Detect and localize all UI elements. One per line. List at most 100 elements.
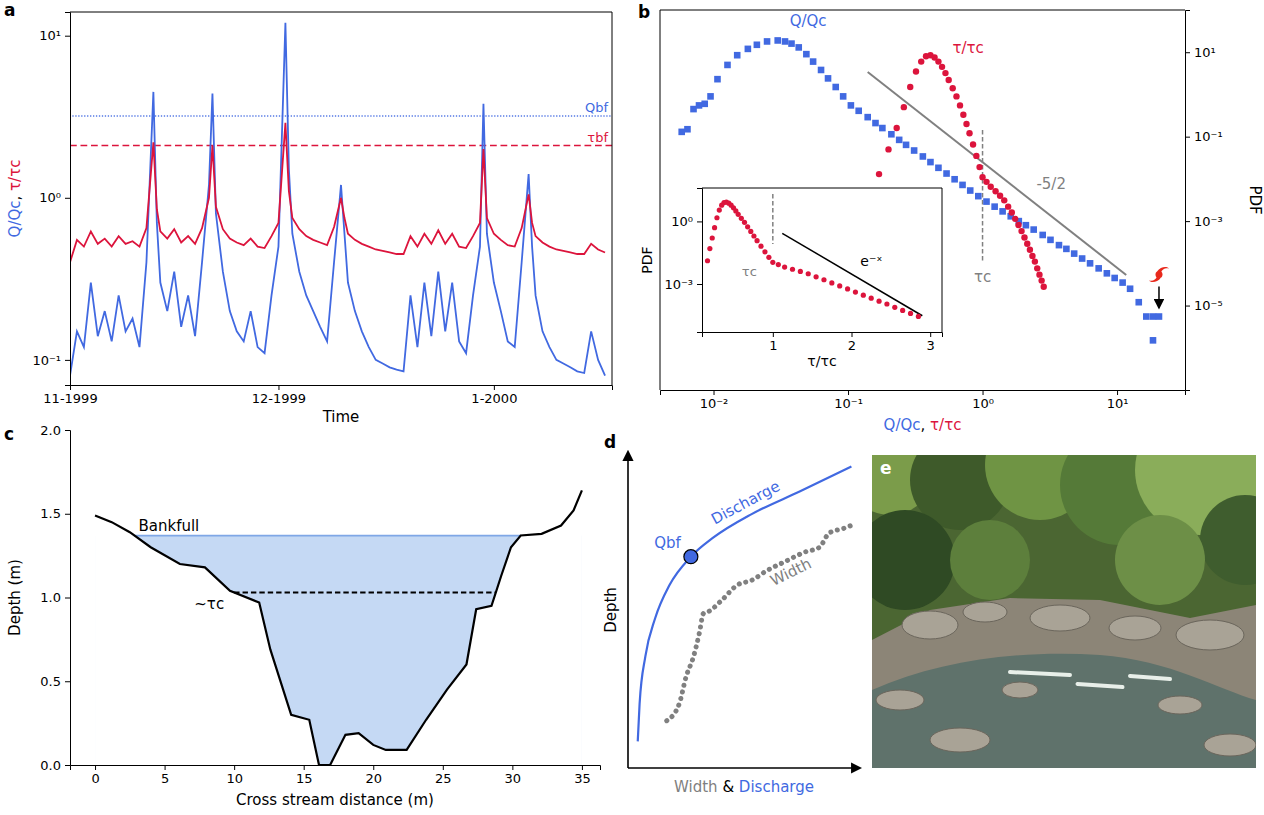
fit-label: e⁻ˣ xyxy=(860,253,882,269)
tick: 1.5 xyxy=(40,506,70,521)
frame xyxy=(660,10,1185,11)
point xyxy=(712,225,717,230)
tick: 10⁻³ xyxy=(664,277,702,292)
tick-mark xyxy=(95,765,96,770)
white-water xyxy=(1010,672,1070,675)
tick-label: 35 xyxy=(574,771,591,786)
point xyxy=(818,67,825,74)
tick-label: 1.0 xyxy=(40,590,61,605)
tick: 1 xyxy=(769,332,777,353)
axis-title: Q/Qc, τ/τc xyxy=(884,416,962,434)
point xyxy=(853,289,858,294)
point xyxy=(764,38,771,45)
point xyxy=(762,249,767,254)
tick: 10¹ xyxy=(39,28,70,43)
tick: 20 xyxy=(365,765,382,786)
foliage xyxy=(1115,515,1205,605)
point xyxy=(845,286,850,291)
point xyxy=(790,267,795,272)
series-line xyxy=(70,23,605,376)
tick-mark xyxy=(1185,306,1190,307)
white-water xyxy=(1078,684,1123,687)
tick-mark xyxy=(852,332,853,337)
point xyxy=(1150,337,1157,344)
point xyxy=(701,101,708,108)
tick: 2 xyxy=(848,332,856,353)
tick: 10⁰ xyxy=(39,190,70,205)
tick: 1-2000 xyxy=(471,385,517,406)
tick-label: 10¹ xyxy=(1194,45,1216,60)
point xyxy=(942,70,948,76)
axis-line xyxy=(65,13,71,386)
point xyxy=(1034,265,1040,271)
point xyxy=(920,153,927,160)
tick-mark xyxy=(714,390,715,395)
tick-label: 20 xyxy=(365,771,382,786)
tick-label: 5 xyxy=(161,771,169,786)
reference-line xyxy=(234,592,496,594)
point xyxy=(983,179,989,185)
point xyxy=(913,68,919,74)
point xyxy=(1104,270,1111,277)
point xyxy=(774,37,781,44)
point xyxy=(1001,197,1007,203)
rock xyxy=(1002,682,1038,698)
panel-label: a xyxy=(4,0,15,20)
point xyxy=(872,120,879,127)
white-water xyxy=(1130,676,1170,679)
axis: 10¹10⁻¹10⁻³10⁻⁵ xyxy=(1185,11,1223,391)
point xyxy=(810,58,817,65)
rock xyxy=(902,611,958,639)
tick-label: 10⁻⁵ xyxy=(1194,298,1223,313)
point xyxy=(1095,265,1102,272)
reference-line xyxy=(134,535,520,537)
point xyxy=(1039,232,1046,239)
tick-label: 2.0 xyxy=(40,423,61,438)
tick-mark xyxy=(304,765,305,770)
point xyxy=(855,107,862,114)
point xyxy=(975,193,982,200)
tick-mark xyxy=(1117,390,1118,395)
point xyxy=(1150,313,1157,320)
point xyxy=(1056,242,1063,249)
panel-label: c xyxy=(4,424,14,444)
point xyxy=(798,269,803,274)
point xyxy=(960,112,966,118)
tick-label: 10⁻³ xyxy=(1194,214,1223,229)
point xyxy=(918,58,924,64)
series-line xyxy=(667,525,852,720)
frame xyxy=(942,188,943,332)
tick: 5 xyxy=(161,765,169,786)
tick-label: 25 xyxy=(435,771,452,786)
tick: 10⁻⁵ xyxy=(1185,298,1223,313)
reference-label: τbf xyxy=(587,130,608,145)
point xyxy=(943,170,950,177)
point xyxy=(935,58,941,64)
axis: 10⁻²10⁻¹10⁰10¹ xyxy=(661,390,1186,411)
tick-mark xyxy=(65,360,70,361)
axis-title: Time xyxy=(322,408,360,426)
tick: 25 xyxy=(435,765,452,786)
tick: 0.0 xyxy=(40,758,70,773)
point xyxy=(1071,250,1078,257)
point xyxy=(678,129,685,136)
tick-mark xyxy=(1185,137,1190,138)
point xyxy=(1032,258,1038,264)
tick: 10⁰ xyxy=(972,390,994,411)
reference-line xyxy=(772,194,774,244)
tick-label: 1 xyxy=(769,338,777,353)
point xyxy=(1119,279,1126,286)
axis-line xyxy=(661,391,1186,396)
tick: 15 xyxy=(296,765,313,786)
point xyxy=(900,308,905,313)
point xyxy=(888,131,895,138)
point xyxy=(991,203,998,210)
tick: 10 xyxy=(226,765,243,786)
point xyxy=(782,264,787,269)
point xyxy=(710,235,715,240)
point xyxy=(945,77,951,83)
point xyxy=(1030,226,1037,233)
tick-mark xyxy=(234,765,235,770)
point xyxy=(825,75,832,82)
point xyxy=(1038,277,1044,283)
